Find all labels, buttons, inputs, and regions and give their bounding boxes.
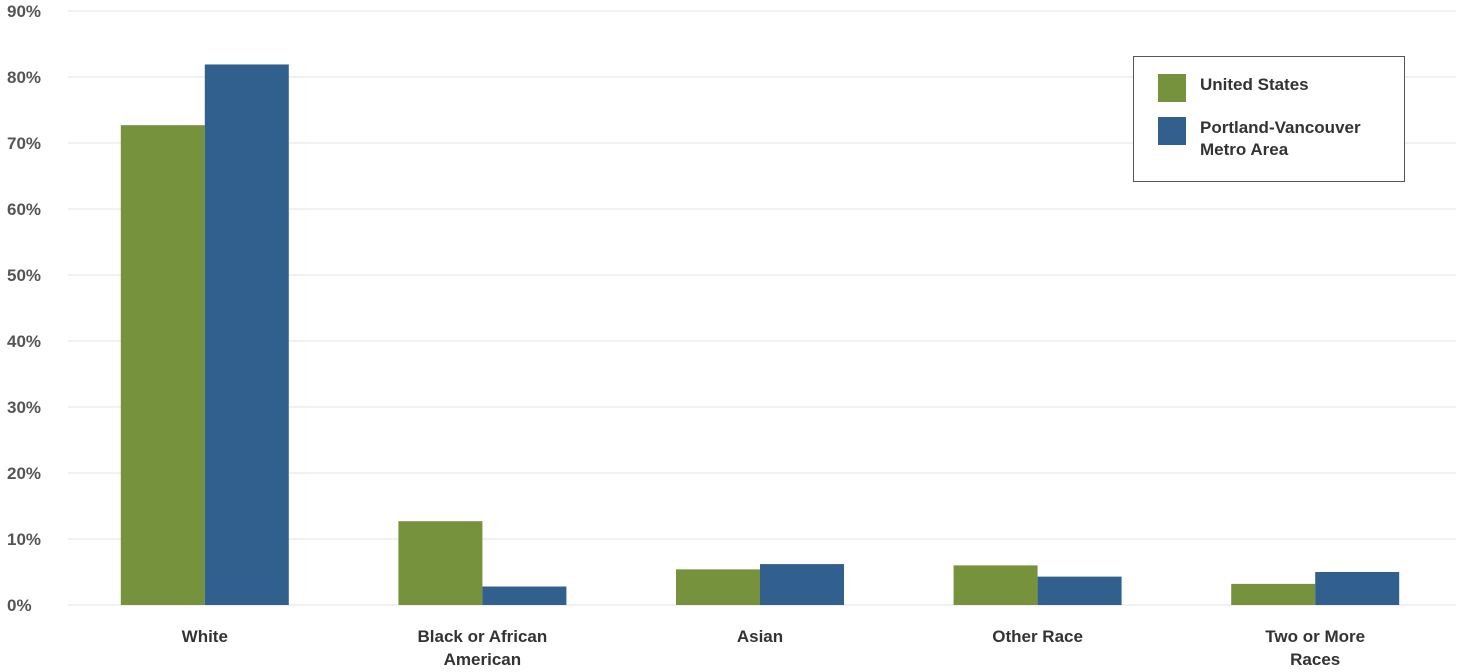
grid-lines <box>68 10 1456 606</box>
y-tick-label: 50% <box>7 266 41 285</box>
legend-label-united-states: United States <box>1200 75 1309 94</box>
x-category-label: Asian <box>737 627 783 646</box>
x-category-label: Black or African <box>418 627 548 646</box>
y-tick-label: 80% <box>7 68 41 87</box>
legend-item-portland-vancouver: Portland-Vancouver Metro Area <box>1158 117 1380 161</box>
y-tick-label: 30% <box>7 398 41 417</box>
x-category-label: American <box>444 650 521 669</box>
bar-united-states <box>953 565 1038 605</box>
y-tick-label: 70% <box>7 134 41 153</box>
y-tick-label: 60% <box>7 200 41 219</box>
bar-portland-vancouver <box>204 64 289 605</box>
y-tick-label: 90% <box>7 2 41 21</box>
legend-label-portland-vancouver: Portland-Vancouver Metro Area <box>1200 118 1361 159</box>
bar-united-states <box>676 569 760 605</box>
bar-united-states <box>120 125 205 606</box>
bar-portland-vancouver <box>482 586 567 605</box>
legend: United States Portland-Vancouver Metro A… <box>1133 56 1405 182</box>
y-tick-label: 0% <box>7 596 32 615</box>
legend-swatch-united-states <box>1158 74 1186 102</box>
bar-portland-vancouver <box>1037 576 1122 605</box>
x-axis-labels: White Black or African American Asian Other … <box>182 627 1365 669</box>
x-category-label: Other Race <box>992 627 1083 646</box>
y-axis-ticks: 0% 10% 20% 30% 40% 50% 60% 70% 80% 90% <box>7 2 41 615</box>
x-category-label: White <box>182 627 228 646</box>
x-category-label: Two or More <box>1265 627 1365 646</box>
legend-item-united-states: United States <box>1158 74 1380 102</box>
y-tick-label: 20% <box>7 464 41 483</box>
bar-united-states <box>398 521 483 605</box>
y-tick-label: 10% <box>7 530 41 549</box>
bar-portland-vancouver <box>1315 572 1400 605</box>
bars <box>120 64 1400 606</box>
bar-portland-vancouver <box>760 564 844 605</box>
legend-swatch-portland-vancouver <box>1158 117 1186 145</box>
y-tick-label: 40% <box>7 332 41 351</box>
bar-united-states <box>1231 583 1316 605</box>
x-category-label: Races <box>1290 650 1340 669</box>
